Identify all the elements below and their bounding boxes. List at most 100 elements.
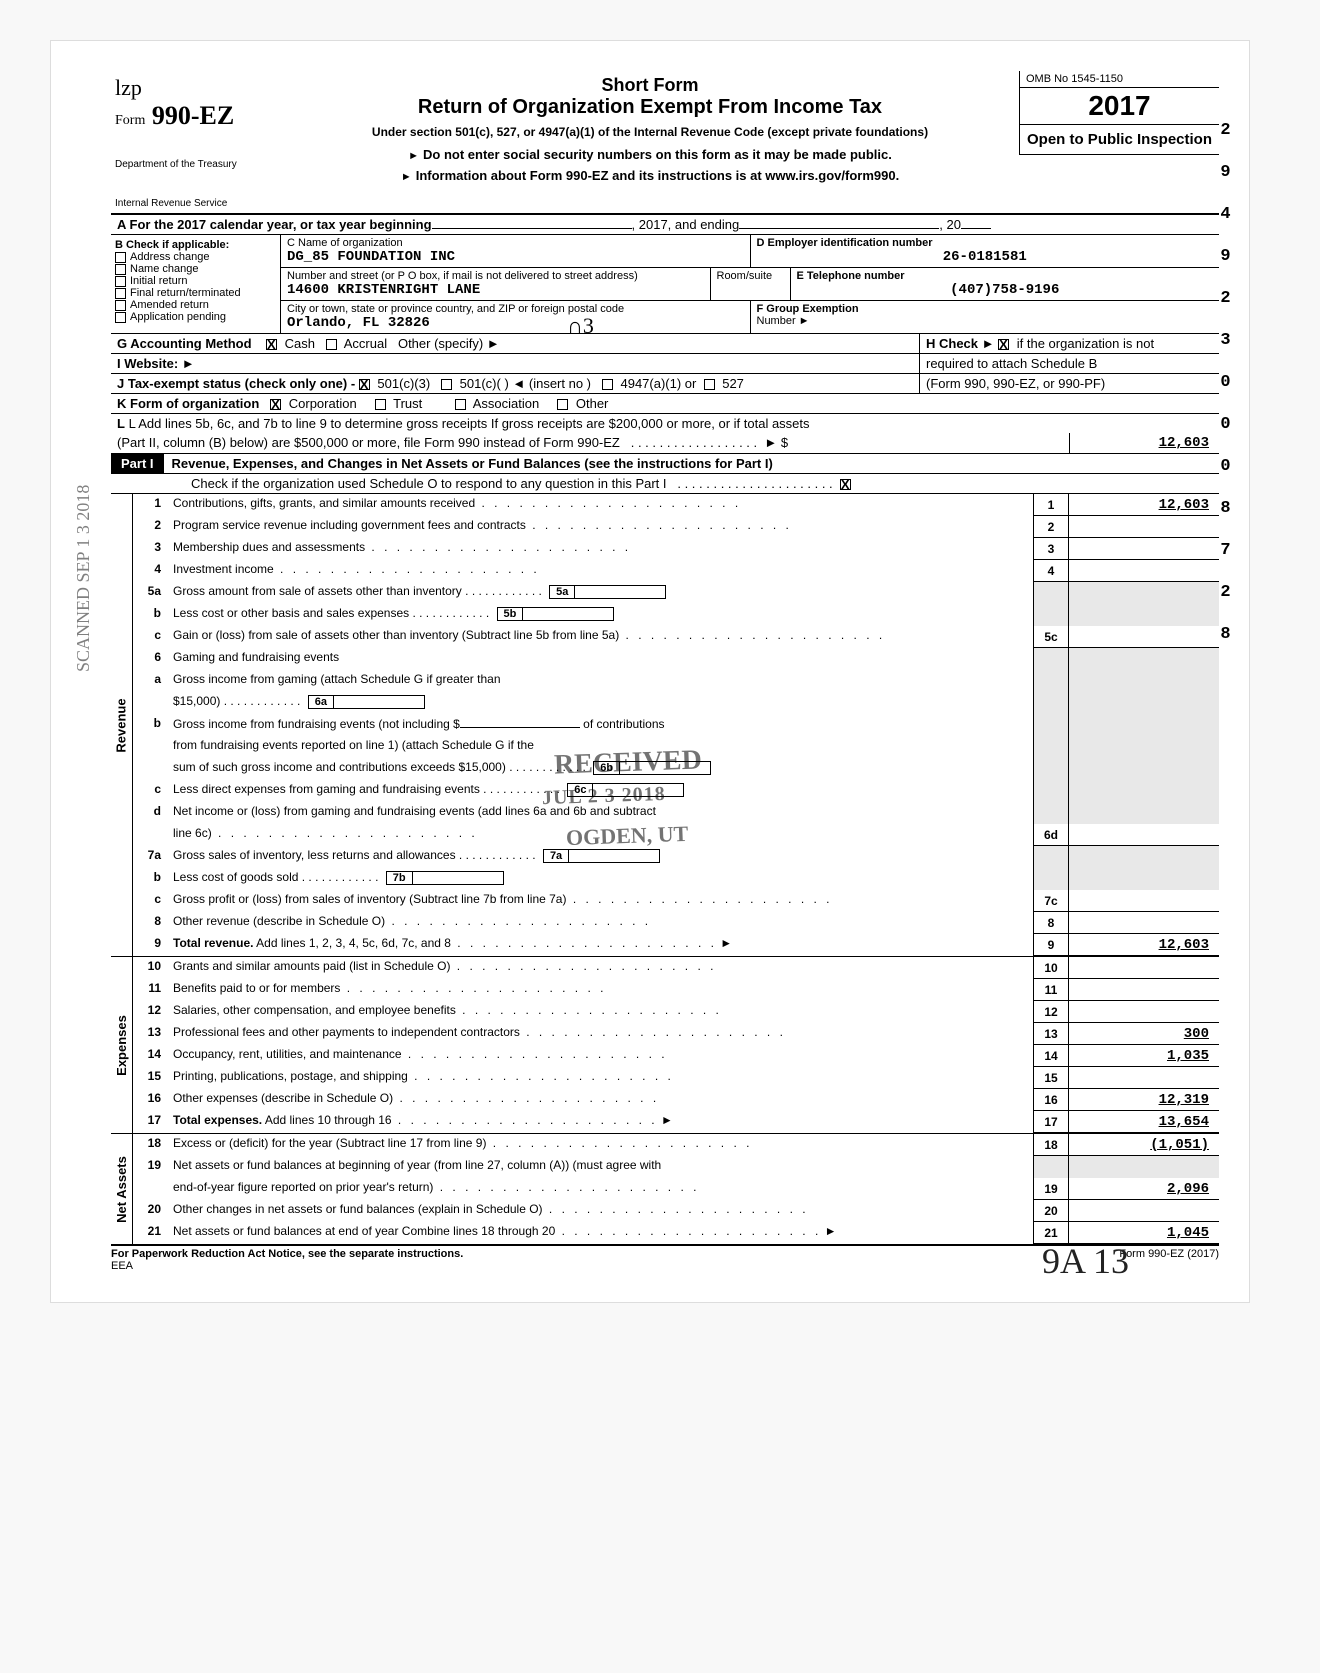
- inline-amount-box[interactable]: 7b: [386, 871, 504, 885]
- chk-address-change[interactable]: Address change: [115, 251, 276, 263]
- line-amount: [1069, 648, 1219, 670]
- line-amount: [1069, 868, 1219, 890]
- expenses-body: 10Grants and similar amounts paid (list …: [133, 957, 1219, 1133]
- section-bcdef: B Check if applicable: Address change Na…: [111, 235, 1219, 334]
- j-label: J Tax-exempt status (check only one) -: [117, 376, 355, 391]
- line-amount: [1069, 714, 1219, 736]
- chk-501c3[interactable]: [359, 379, 370, 390]
- line-description: Net assets or fund balances at beginning…: [169, 1156, 1033, 1178]
- line-a-mid: , 2017, and ending: [632, 217, 740, 232]
- chk-accrual[interactable]: [326, 339, 337, 350]
- line-description: $15,000) . . . . . . . . . . . . 6a: [169, 692, 1033, 714]
- line-a-yy-blank[interactable]: [961, 217, 991, 229]
- chk-amended-return[interactable]: Amended return: [115, 299, 276, 311]
- revenue-body: 1Contributions, gifts, grants, and simil…: [133, 494, 1219, 956]
- chk-application-pending[interactable]: Application pending: [115, 311, 276, 323]
- j-527-label: 527: [722, 376, 744, 391]
- line-amount: 300: [1069, 1023, 1219, 1045]
- line-number: 20: [133, 1200, 169, 1222]
- line-number: b: [133, 714, 169, 736]
- chk-527[interactable]: [704, 379, 715, 390]
- line-amount: [1069, 692, 1219, 714]
- handwritten-marginal: ∩3: [567, 313, 594, 339]
- table-row: 14Occupancy, rent, utilities, and mainte…: [133, 1045, 1219, 1067]
- j-501c3-label: 501(c)(3): [377, 376, 430, 391]
- chk-initial-return[interactable]: Initial return: [115, 275, 276, 287]
- footer-eea: EEA: [111, 1260, 133, 1272]
- part1-scheck-text: Check if the organization used Schedule …: [191, 476, 667, 491]
- chk-name-change[interactable]: Name change: [115, 263, 276, 275]
- table-row: 12Salaries, other compensation, and empl…: [133, 1001, 1219, 1023]
- line-a-end: , 20: [939, 217, 961, 232]
- line-amount: 12,319: [1069, 1089, 1219, 1111]
- line-description: Excess or (deficit) for the year (Subtra…: [169, 1134, 1033, 1156]
- j-4947-label: 4947(a)(1) or: [620, 376, 696, 391]
- chk-association[interactable]: [455, 399, 466, 410]
- table-row: bGross income from fundraising events (n…: [133, 714, 1219, 736]
- line-number: 10: [133, 957, 169, 979]
- inline-amount-box[interactable]: 5b: [497, 607, 615, 621]
- line-description: Gaming and fundraising events: [169, 648, 1033, 670]
- line-a-end-blank[interactable]: [739, 217, 939, 229]
- line-number-box: 13: [1033, 1023, 1069, 1045]
- table-row: 1Contributions, gifts, grants, and simil…: [133, 494, 1219, 516]
- line-number: b: [133, 868, 169, 890]
- line-number: 7a: [133, 846, 169, 868]
- line-number-box: 14: [1033, 1045, 1069, 1067]
- chk-trust[interactable]: [375, 399, 386, 410]
- h-txt3: (Form 990, 990-EZ, or 990-PF): [926, 376, 1105, 391]
- line-amount: [1069, 560, 1219, 582]
- line-number-box: 10: [1033, 957, 1069, 979]
- part1-header: Part I Revenue, Expenses, and Changes in…: [111, 454, 1219, 474]
- col-cde: C Name of organization DG_85 FOUNDATION …: [281, 235, 1219, 333]
- line-l1: L L Add lines 5b, 6c, and 7b to line 9 t…: [111, 414, 1219, 433]
- part1-title: Revenue, Expenses, and Changes in Net As…: [164, 454, 1219, 473]
- table-row: 8Other revenue (describe in Schedule O) …: [133, 912, 1219, 934]
- table-row: bLess cost or other basis and sales expe…: [133, 604, 1219, 626]
- inline-amount-box[interactable]: 6a: [308, 695, 425, 709]
- line-a-prefix: A For the 2017 calendar year, or tax yea…: [117, 217, 432, 232]
- inline-amount-box[interactable]: 7a: [543, 849, 660, 863]
- line-description: Membership dues and assessments . . . . …: [169, 538, 1033, 560]
- chk-final-return[interactable]: Final return/terminated: [115, 287, 276, 299]
- netassets-body: 18Excess or (deficit) for the year (Subt…: [133, 1134, 1219, 1244]
- line-amount: [1069, 626, 1219, 648]
- line-j: J Tax-exempt status (check only one) - 5…: [111, 374, 1219, 394]
- line-number-box: 4: [1033, 560, 1069, 582]
- line-number-box: 16: [1033, 1089, 1069, 1111]
- chk-corporation[interactable]: [270, 399, 281, 410]
- line-number: 6: [133, 648, 169, 670]
- line-description: Printing, publications, postage, and shi…: [169, 1067, 1033, 1089]
- i-label: I Website: ►: [117, 356, 195, 371]
- e-phone-label: E Telephone number: [797, 270, 1214, 282]
- chk-501c[interactable]: [441, 379, 452, 390]
- line-number-box: 3: [1033, 538, 1069, 560]
- chk-schedule-o[interactable]: [840, 479, 851, 490]
- line-description: Total revenue. Add lines 1, 2, 3, 4, 5c,…: [169, 934, 1033, 956]
- h-txt1: if the organization is not: [1017, 336, 1154, 351]
- line-description: Salaries, other compensation, and employ…: [169, 1001, 1033, 1023]
- chk-4947[interactable]: [602, 379, 613, 390]
- netassets-block: Net Assets 18Excess or (deficit) for the…: [111, 1134, 1219, 1246]
- line-number: c: [133, 780, 169, 802]
- inline-amount-box[interactable]: 5a: [549, 585, 666, 599]
- chk-other[interactable]: [557, 399, 568, 410]
- line-a-begin-blank[interactable]: [432, 217, 632, 229]
- line-k: K Form of organization Corporation Trust…: [111, 394, 1219, 414]
- line-number: 9: [133, 934, 169, 956]
- chk-cash[interactable]: [266, 339, 277, 350]
- line-l2: (Part II, column (B) below) are $500,000…: [111, 433, 1219, 454]
- line-amount: [1069, 802, 1219, 824]
- form-page: 2 9 4 9 2 3 0 0 0 8 7 2 8 SCANNED SEP 1 …: [50, 40, 1250, 1303]
- line-amount: [1069, 516, 1219, 538]
- scanned-stamp: SCANNED SEP 1 3 2018: [73, 484, 94, 671]
- line-description: end-of-year figure reported on prior yea…: [169, 1178, 1033, 1200]
- line-a: A For the 2017 calendar year, or tax yea…: [111, 215, 1219, 235]
- l-arrow: ► $: [764, 435, 788, 450]
- line-description: Other changes in net assets or fund bala…: [169, 1200, 1033, 1222]
- g-other-label: Other (specify) ►: [398, 336, 500, 351]
- line-amount: [1069, 912, 1219, 934]
- chk-h[interactable]: [998, 339, 1009, 350]
- h-cell: H Check ► if the organization is not: [919, 334, 1219, 353]
- chk-initial-return-label: Initial return: [130, 275, 187, 287]
